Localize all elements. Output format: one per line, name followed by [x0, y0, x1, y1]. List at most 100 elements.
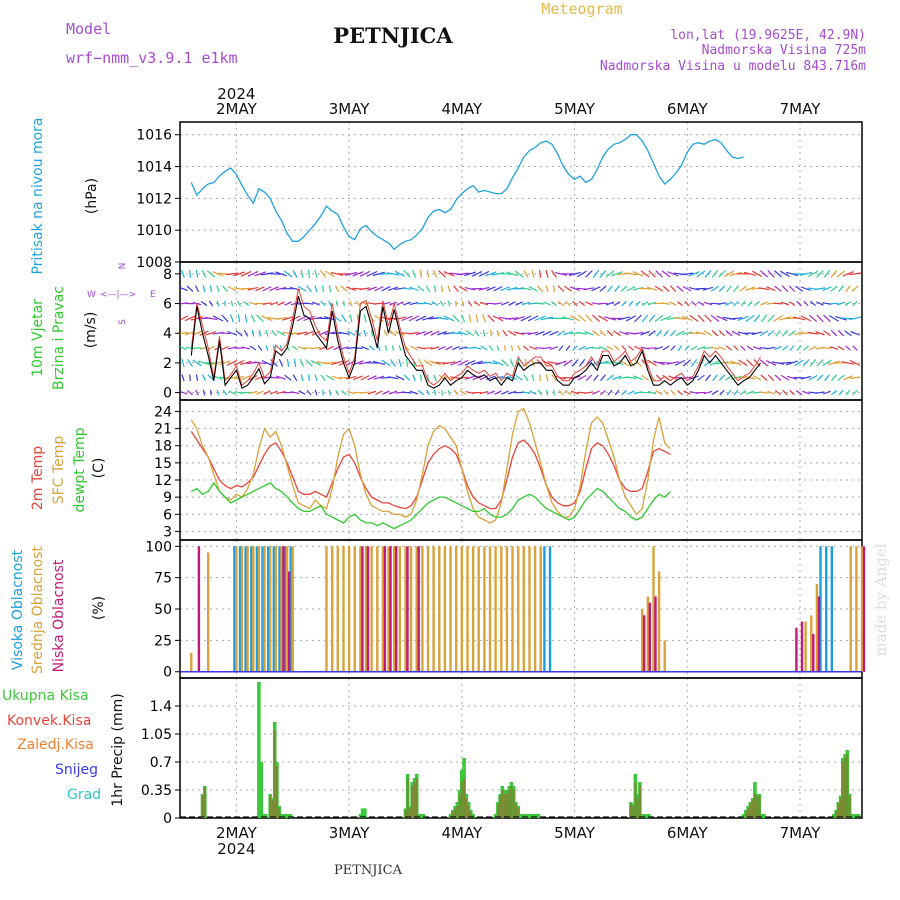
wind-arrow [484, 361, 498, 365]
wind-arrow [505, 317, 519, 320]
wind-arrow [478, 286, 490, 291]
wind-arrow [774, 374, 782, 381]
wind-arrow [669, 301, 677, 306]
wind-arrow [328, 389, 332, 396]
wind-arrow [346, 330, 356, 336]
total-precip-bar [759, 814, 764, 818]
wind-arrow [557, 285, 565, 292]
wind-arrow [417, 285, 425, 292]
wind-arrow [206, 270, 216, 278]
conv-precip-bar [411, 786, 414, 818]
mid-cloud-bar [376, 546, 379, 672]
wind-arrow [307, 269, 311, 278]
wind-arrow [403, 269, 411, 278]
low-cloud-bar [812, 634, 815, 672]
wind-arrow [696, 270, 706, 278]
wind-arrow [767, 314, 775, 323]
wind-arrow [620, 285, 628, 292]
wind-arrow [508, 301, 516, 306]
wind-arrow [613, 330, 621, 337]
wind-arrow [492, 360, 504, 366]
mid-cloud-bar [810, 615, 813, 672]
wind-arrow [381, 359, 391, 367]
wind-arrow [430, 346, 440, 350]
wind-arrow [534, 315, 546, 322]
wind-arrow [809, 345, 817, 351]
conv-precip-bar [460, 782, 463, 818]
wind-arrow [801, 286, 811, 292]
wind-arrow [306, 285, 312, 293]
wind-arrow [423, 301, 433, 306]
mid-cloud-bar [539, 546, 542, 672]
wind-arrow [733, 345, 739, 351]
wind-arrow [837, 374, 845, 381]
wind-arrow [788, 285, 796, 292]
total-precip-bar [529, 814, 534, 818]
wind-arrow [606, 374, 614, 381]
mid-cloud-bar [815, 583, 819, 672]
conv-precip-bar [454, 808, 457, 818]
wind-arrow [513, 316, 525, 321]
wind-arrow [600, 374, 606, 382]
wind-arrow [795, 285, 803, 292]
wind-arrow [828, 360, 840, 366]
wind-arrow [585, 314, 593, 323]
mid-cloud-bar [860, 546, 864, 672]
wind-arrow [226, 359, 238, 366]
conv-precip-bar [469, 811, 472, 818]
wind-arrow [374, 286, 384, 292]
wind-arrow [192, 347, 202, 349]
wind-arrow [363, 314, 367, 323]
wind-arrow [520, 315, 532, 322]
wind-arrow [829, 315, 839, 322]
wind-arrow [308, 374, 310, 382]
wind-arrow [464, 287, 476, 291]
wind-arrow [571, 359, 579, 367]
mid-cloud-bar [646, 596, 649, 672]
wind-arrow [363, 329, 367, 337]
wind-arrow [419, 374, 423, 382]
wind-arrow [662, 345, 670, 351]
total-precip-bar [358, 814, 363, 818]
wind-arrow [577, 314, 587, 323]
wind-arrow [403, 374, 411, 382]
low-cloud-bar [795, 627, 798, 672]
wind-arrow [527, 331, 539, 335]
wind-arrow [270, 390, 278, 395]
mid-cloud-bar [855, 546, 858, 672]
wind-arrow [219, 360, 231, 366]
mid-cloud-bar [291, 546, 294, 672]
wind-arrow [419, 269, 423, 278]
wind-arrow [780, 374, 790, 381]
mid-cloud-bar [190, 652, 193, 672]
high-cloud-bar [278, 546, 281, 672]
mid-cloud-bar [280, 546, 283, 672]
wind-arrow [475, 314, 479, 323]
wind-arrow [830, 285, 838, 292]
wind-arrow [195, 374, 199, 382]
wind-arrow [558, 345, 564, 351]
conv-precip-bar [510, 786, 513, 818]
wind-arrow [542, 346, 552, 350]
conv-precip-bar [517, 808, 520, 818]
wind-arrow [412, 374, 416, 382]
wind-arrow [759, 391, 769, 394]
compass-w: W [87, 290, 96, 300]
wind-arrow [210, 389, 212, 396]
dewpt-line [191, 481, 671, 530]
high-cloud-bar [825, 546, 828, 672]
wind-arrow [682, 286, 692, 292]
wind-arrow [836, 270, 846, 278]
wind-arrow [506, 271, 518, 277]
wind-arrow [506, 375, 518, 380]
conv-precip-bar [756, 795, 759, 818]
conv-precip-bar [839, 798, 842, 818]
wind-arrow [349, 314, 353, 323]
wind-arrow [373, 375, 385, 380]
wind-arrow [265, 345, 269, 351]
wind-arrow [746, 345, 754, 351]
wind-arrow [599, 270, 607, 278]
wind-arrow [431, 301, 439, 307]
wind-arrow [300, 374, 304, 382]
bottom-date-axis: 2MAY 3MAY 4MAY 5MAY 6MAY 7MAY 2024 [216, 824, 821, 858]
